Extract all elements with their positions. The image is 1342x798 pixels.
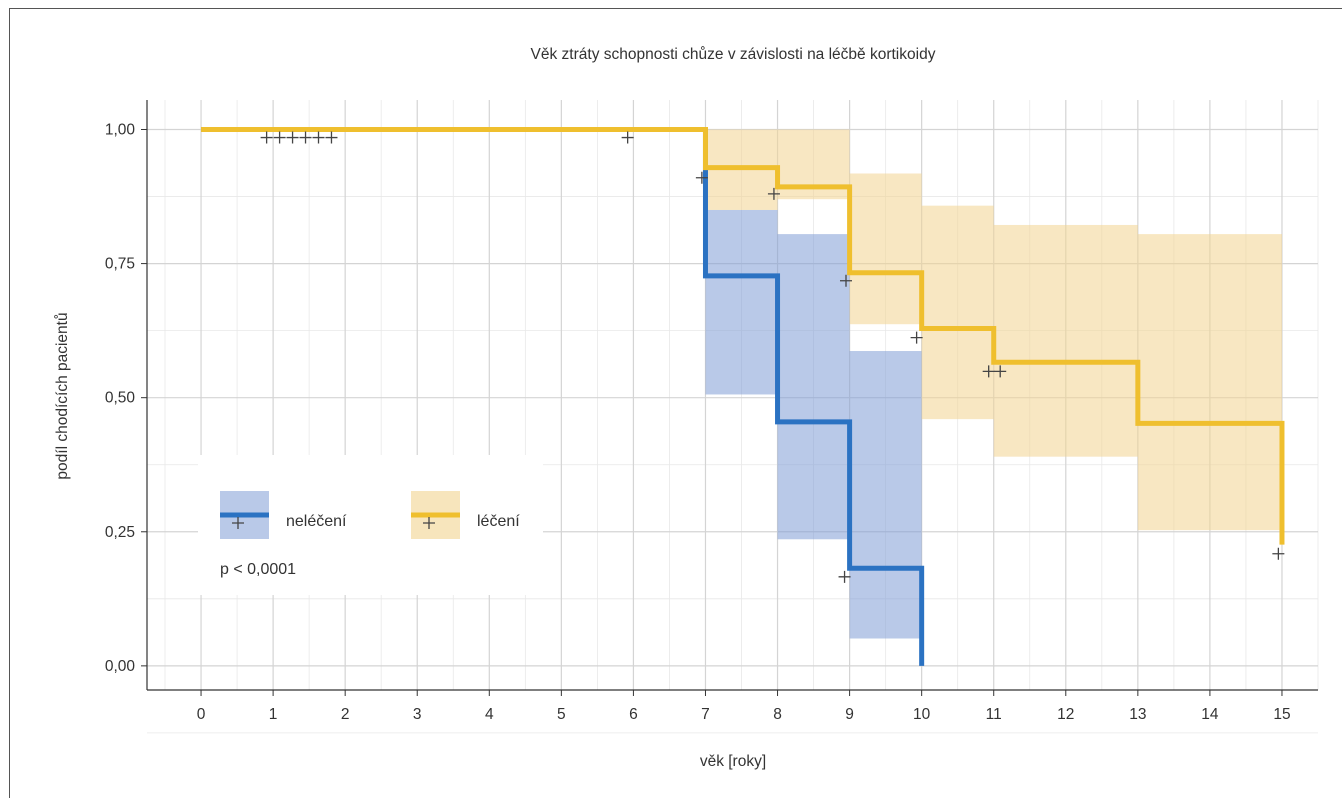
x-tick-label: 4 [485, 706, 494, 723]
x-tick-label: 10 [913, 706, 931, 723]
ci-band-1 [849, 173, 922, 325]
x-tick-label: 13 [1129, 706, 1146, 723]
x-tick-label: 11 [986, 706, 1002, 723]
censor-mark-0 [325, 131, 338, 144]
censor-mark-0 [286, 131, 299, 144]
ci-band-1 [1137, 234, 1282, 531]
ci-band-0 [849, 351, 922, 639]
plot-area: 0 1 2 3 4 5 6 7 8 9 10 11 12 13 14 150,000,250,500,751,… [105, 100, 1319, 734]
ci-band-0 [777, 234, 850, 540]
censor-mark-1 [839, 274, 852, 287]
x-tick-label: 9 [845, 706, 854, 723]
x-tick-label: 5 [557, 706, 566, 723]
censor-mark-1 [767, 187, 780, 200]
censor-mark-1 [982, 365, 995, 378]
x-tick-label: 2 [341, 706, 350, 723]
legend-swatch-censor-0 [232, 517, 244, 529]
legend-label-1: léčení [477, 513, 520, 530]
km-step-line-1 [201, 127, 1285, 545]
x-tick-label: 6 [629, 706, 638, 723]
censor-mark-0 [260, 131, 273, 144]
censor-mark-1 [838, 570, 851, 583]
y-tick-label: 0,25 [105, 524, 135, 541]
x-tick-label: 3 [413, 706, 422, 723]
ci-band-0 [705, 209, 778, 395]
y-tick-label: 0,50 [105, 390, 136, 407]
x-tick-label: 8 [773, 706, 782, 723]
ci-band-1 [921, 205, 994, 420]
y-tick-label: 0,75 [105, 256, 135, 273]
legend: neléčení léčení p < 0,0001 [198, 455, 543, 595]
chart-title: Věk ztráty schopnosti chůze v závislosti… [531, 46, 936, 63]
ci-band-1 [993, 224, 1138, 457]
x-tick-label: 12 [1057, 706, 1074, 723]
figure-frame [9, 8, 1342, 798]
y-tick-label: 0,00 [105, 658, 136, 675]
x-tick-label: 1 [269, 706, 278, 723]
censor-mark-0 [695, 171, 708, 184]
x-tick-label: 15 [1273, 706, 1290, 723]
censor-mark-0 [273, 131, 286, 144]
x-tick-label: 14 [1201, 706, 1219, 723]
censor-mark-0 [299, 131, 312, 144]
censor-mark-1 [1272, 547, 1285, 560]
y-axis-label: podíl chodících pacientů [54, 312, 71, 479]
x-tick-label: 7 [701, 706, 710, 723]
censor-mark-0 [621, 131, 634, 144]
censor-mark-0 [312, 131, 325, 144]
censor-mark-1 [910, 331, 923, 344]
censor-mark-1 [994, 365, 1007, 378]
y-tick-label: 1,00 [105, 122, 136, 139]
x-tick-label: 0 [197, 706, 206, 723]
legend-label-0: neléčení [286, 513, 347, 530]
p-value-annotation: p < 0,0001 [220, 561, 296, 578]
legend-swatch-censor-1 [423, 517, 435, 529]
x-axis-label: věk [roky] [700, 753, 766, 770]
